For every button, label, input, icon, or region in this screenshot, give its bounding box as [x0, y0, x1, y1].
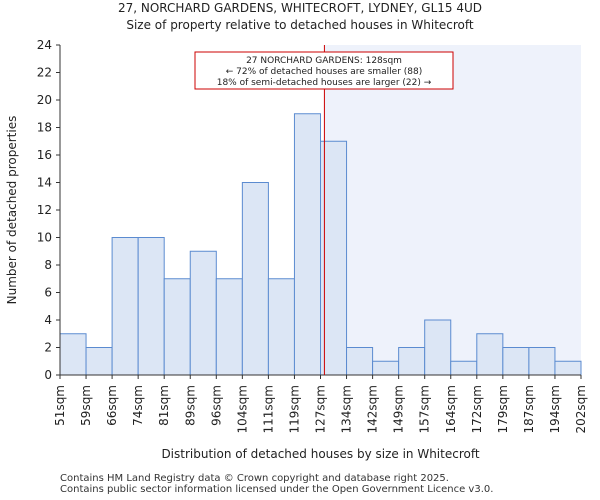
- y-tick-label: 12: [37, 203, 52, 217]
- bar: [111, 237, 139, 376]
- highlight-region: [324, 45, 581, 375]
- y-tick-label: 16: [37, 148, 52, 162]
- bar: [241, 182, 269, 376]
- y-tick-label: 0: [44, 368, 52, 382]
- footer-licence: Contains public sector information licen…: [60, 484, 494, 495]
- bar: [163, 278, 191, 376]
- x-axis-label: Distribution of detached houses by size …: [161, 447, 479, 461]
- y-tick-label: 14: [37, 176, 52, 190]
- x-tick-label: 157sqm: [418, 385, 432, 433]
- x-tick-label: 149sqm: [392, 385, 406, 433]
- y-tick-label: 4: [44, 313, 52, 327]
- y-tick-label: 2: [44, 341, 52, 355]
- y-tick-label: 6: [44, 286, 52, 300]
- bar: [293, 113, 322, 376]
- x-tick-label: 119sqm: [287, 385, 301, 433]
- bar: [215, 278, 243, 376]
- x-tick-label: 179sqm: [496, 385, 510, 433]
- annotation-line-2: ← 72% of detached houses are smaller (88…: [226, 67, 423, 77]
- x-tick-label: 74sqm: [131, 385, 145, 426]
- y-tick-label: 10: [37, 231, 52, 245]
- y-tick-label: 18: [37, 121, 52, 135]
- x-tick-label: 164sqm: [444, 385, 458, 433]
- bar: [346, 347, 374, 376]
- bar: [424, 319, 452, 376]
- x-tick-label: 51sqm: [53, 385, 67, 426]
- footer-copyright: Contains HM Land Registry data © Crown c…: [60, 473, 449, 484]
- x-tick-label: 187sqm: [522, 385, 536, 433]
- x-tick-label: 81sqm: [157, 385, 171, 426]
- bar: [476, 333, 504, 376]
- x-tick-label: 127sqm: [314, 385, 328, 433]
- chart-title: 27, NORCHARD GARDENS, WHITECROFT, LYDNEY…: [117, 1, 482, 15]
- bar: [267, 278, 295, 376]
- bar: [528, 347, 556, 376]
- bar: [398, 347, 426, 376]
- x-tick-label: 194sqm: [548, 385, 562, 433]
- annotation-line-1: 27 NORCHARD GARDENS: 128sqm: [246, 56, 402, 66]
- x-tick-label: 202sqm: [574, 385, 588, 433]
- bar: [189, 250, 217, 376]
- x-tick-label: 172sqm: [470, 385, 484, 433]
- y-tick-label: 24: [37, 38, 52, 52]
- bar: [450, 360, 478, 376]
- x-tick-label: 142sqm: [366, 385, 380, 433]
- bar: [372, 360, 400, 376]
- annotation-line-3: 18% of semi-detached houses are larger (…: [217, 78, 432, 88]
- x-tick-label: 89sqm: [183, 385, 197, 426]
- y-tick-label: 20: [37, 93, 52, 107]
- bar: [502, 347, 530, 376]
- chart-subtitle: Size of property relative to detached ho…: [126, 18, 474, 32]
- bar: [59, 333, 87, 376]
- bar: [85, 347, 113, 376]
- x-tick-label: 111sqm: [261, 385, 275, 433]
- x-tick-label: 134sqm: [340, 385, 354, 433]
- y-tick-label: 8: [44, 258, 52, 272]
- bar: [137, 237, 165, 376]
- y-tick-label: 22: [37, 66, 52, 80]
- y-axis-label: Number of detached properties: [5, 116, 19, 305]
- x-tick-label: 66sqm: [105, 385, 119, 426]
- x-tick-label: 96sqm: [209, 385, 223, 426]
- bar: [554, 360, 582, 376]
- x-tick-label: 104sqm: [235, 385, 249, 433]
- x-tick-label: 59sqm: [79, 385, 93, 426]
- annotation-box: [194, 51, 454, 90]
